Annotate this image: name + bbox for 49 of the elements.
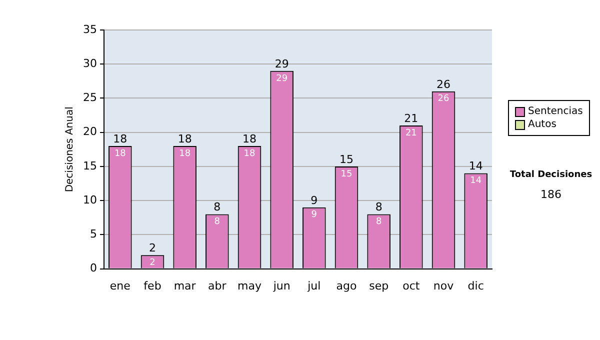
legend-label: Autos bbox=[528, 118, 556, 131]
total-label: 18 bbox=[178, 132, 192, 146]
x-tick-label: jun bbox=[272, 279, 290, 292]
data-label: 18 bbox=[179, 148, 191, 159]
total-label: 18 bbox=[113, 132, 128, 146]
x-tick-label: ago bbox=[336, 279, 357, 292]
x-tick-label: may bbox=[238, 279, 262, 292]
total-label: 8 bbox=[375, 200, 382, 214]
y-tick-label: 15 bbox=[82, 159, 97, 172]
data-label: 26 bbox=[438, 94, 450, 104]
text: 186 bbox=[540, 188, 562, 201]
total-label: 15 bbox=[340, 152, 354, 166]
data-label: 9 bbox=[311, 210, 318, 220]
data-label: 14 bbox=[470, 176, 482, 186]
data-label: 8 bbox=[376, 217, 382, 228]
y-tick-label: 30 bbox=[82, 56, 97, 70]
total-label: 9 bbox=[310, 194, 318, 207]
x-tick-label: ene bbox=[110, 279, 131, 292]
total-label: 8 bbox=[214, 200, 221, 214]
data-label: 15 bbox=[340, 169, 352, 180]
data-label: 21 bbox=[405, 128, 417, 138]
x-tick-label: oct bbox=[402, 279, 420, 292]
total-label: 14 bbox=[468, 160, 483, 173]
total-label: 2 bbox=[148, 242, 156, 255]
y-tick-label: 35 bbox=[82, 22, 97, 36]
y-tick-label: 5 bbox=[90, 228, 97, 241]
data-label: 18 bbox=[244, 148, 256, 159]
total-label: 18 bbox=[242, 132, 256, 146]
text: Total Decisiones bbox=[508, 170, 594, 180]
y-tick-label: 0 bbox=[90, 262, 97, 275]
y-tick-label: 25 bbox=[82, 91, 97, 104]
x-tick-label: dic bbox=[468, 279, 484, 292]
y-axis-title: Decisiones Anual bbox=[64, 106, 76, 192]
x-tick-label: jul bbox=[306, 279, 321, 292]
data-label: 8 bbox=[214, 217, 220, 228]
data-label: 18 bbox=[114, 148, 126, 159]
total-label: 29 bbox=[274, 57, 289, 70]
x-tick-label: feb bbox=[144, 279, 162, 292]
y-tick-label: 10 bbox=[82, 193, 97, 206]
y-tick-label: 20 bbox=[82, 125, 97, 138]
total-label: 26 bbox=[436, 78, 450, 91]
legend-label: Sentencias bbox=[528, 105, 583, 118]
data-label: 2 bbox=[150, 258, 156, 268]
x-tick-label: sep bbox=[369, 279, 389, 292]
total-label: 21 bbox=[404, 112, 418, 125]
data-label: 29 bbox=[276, 74, 288, 84]
x-tick-label: abr bbox=[208, 279, 227, 292]
x-tick-label: nov bbox=[433, 279, 454, 292]
x-tick-label: mar bbox=[174, 279, 196, 292]
